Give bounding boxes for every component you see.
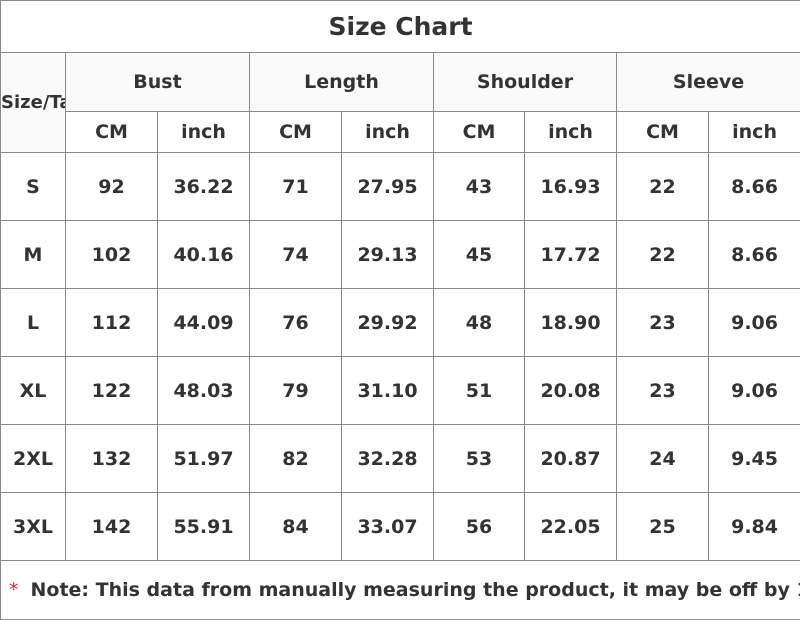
title: Size Chart [0,0,800,53]
size-cell: 2XL [0,424,66,493]
value-cell: 53 [433,424,525,493]
value-cell: 27.95 [341,152,434,221]
value-cell: 55.91 [157,492,250,561]
value-cell: 22 [616,152,709,221]
value-cell: 132 [65,424,158,493]
unit-row: CM inch CM inch CM inch CM inch [1,111,800,153]
value-cell: 45 [433,220,525,289]
value-cell: 79 [249,356,342,425]
value-cell: 71 [249,152,342,221]
value-cell: 84 [249,492,342,561]
value-cell: 29.13 [341,220,434,289]
unit-header: CM [65,111,158,153]
value-cell: 22 [616,220,709,289]
unit-header: inch [707,111,800,153]
unit-header: CM [616,111,709,153]
size-cell: XL [0,356,66,425]
value-cell: 33.07 [341,492,434,561]
group-header: Sleeve [615,52,800,112]
note: * Note: This data from manually measuring… [0,560,800,620]
value-cell: 40.16 [157,220,250,289]
value-cell: 32.28 [341,424,434,493]
grp-row: Size/Ta Bust Length Shoulder Sleeve [0,52,800,153]
value-cell: 82 [249,424,342,493]
unit-header: CM [249,111,342,153]
value-cell: 24 [616,424,709,493]
title-row: Size Chart [0,0,800,53]
unit-header: inch [524,111,617,153]
value-cell: 74 [249,220,342,289]
value-cell: 76 [249,288,342,357]
value-cell: 51.97 [157,424,250,493]
data-row: 2XL 132 51.97 82 32.28 53 20.87 24 9.45 [0,424,800,493]
unit-header: inch [341,111,434,153]
note-marker: * [9,579,19,601]
value-cell: 56 [433,492,525,561]
value-cell: 48.03 [157,356,250,425]
value-cell: 23 [616,356,709,425]
data-row: M 102 40.16 74 29.13 45 17.72 22 8.66 [0,220,800,289]
value-cell: 8.66 [707,220,800,289]
group-header: Bust [65,52,250,112]
value-cell: 43 [433,152,525,221]
value-cell: 20.08 [524,356,617,425]
value-cell: 9.06 [707,356,800,425]
value-cell: 31.10 [341,356,434,425]
data-row: S 92 36.22 71 27.95 43 16.93 22 8.66 [0,152,800,221]
value-cell: 17.72 [524,220,617,289]
size-cell: M [0,220,66,289]
value-cell: 44.09 [157,288,250,357]
data-row: 3XL 142 55.91 84 33.07 56 22.05 25 9.84 [0,492,800,561]
value-cell: 9.45 [707,424,800,493]
group-header: Length [249,52,434,112]
note-row: * Note: This data from manually measuring… [0,560,800,620]
value-cell: 18.90 [524,288,617,357]
value-cell: 29.92 [341,288,434,357]
value-cell: 122 [65,356,158,425]
value-cell: 51 [433,356,525,425]
data-row: L 112 44.09 76 29.92 48 18.90 23 9.06 [0,288,800,357]
unit-header: inch [157,111,250,153]
value-cell: 102 [65,220,158,289]
value-cell: 25 [616,492,709,561]
value-cell: 16.93 [524,152,617,221]
value-cell: 22.05 [524,492,617,561]
value-cell: 36.22 [157,152,250,221]
size-cell: S [0,152,66,221]
value-cell: 92 [65,152,158,221]
unit-header: CM [433,111,525,153]
value-cell: 9.84 [707,492,800,561]
data-row: XL 122 48.03 79 31.10 51 20.08 23 9.06 [0,356,800,425]
value-cell: 9.06 [707,288,800,357]
size-header: Size/Ta [0,52,66,153]
value-cell: 23 [616,288,709,357]
value-cell: 20.87 [524,424,617,493]
value-cell: 8.66 [707,152,800,221]
note-text: Note: This data from manually measuring … [30,579,800,601]
value-cell: 142 [65,492,158,561]
value-cell: 112 [65,288,158,357]
group-header: Shoulder [433,52,617,112]
size-cell: L [0,288,66,357]
size-cell: 3XL [0,492,66,561]
value-cell: 48 [433,288,525,357]
